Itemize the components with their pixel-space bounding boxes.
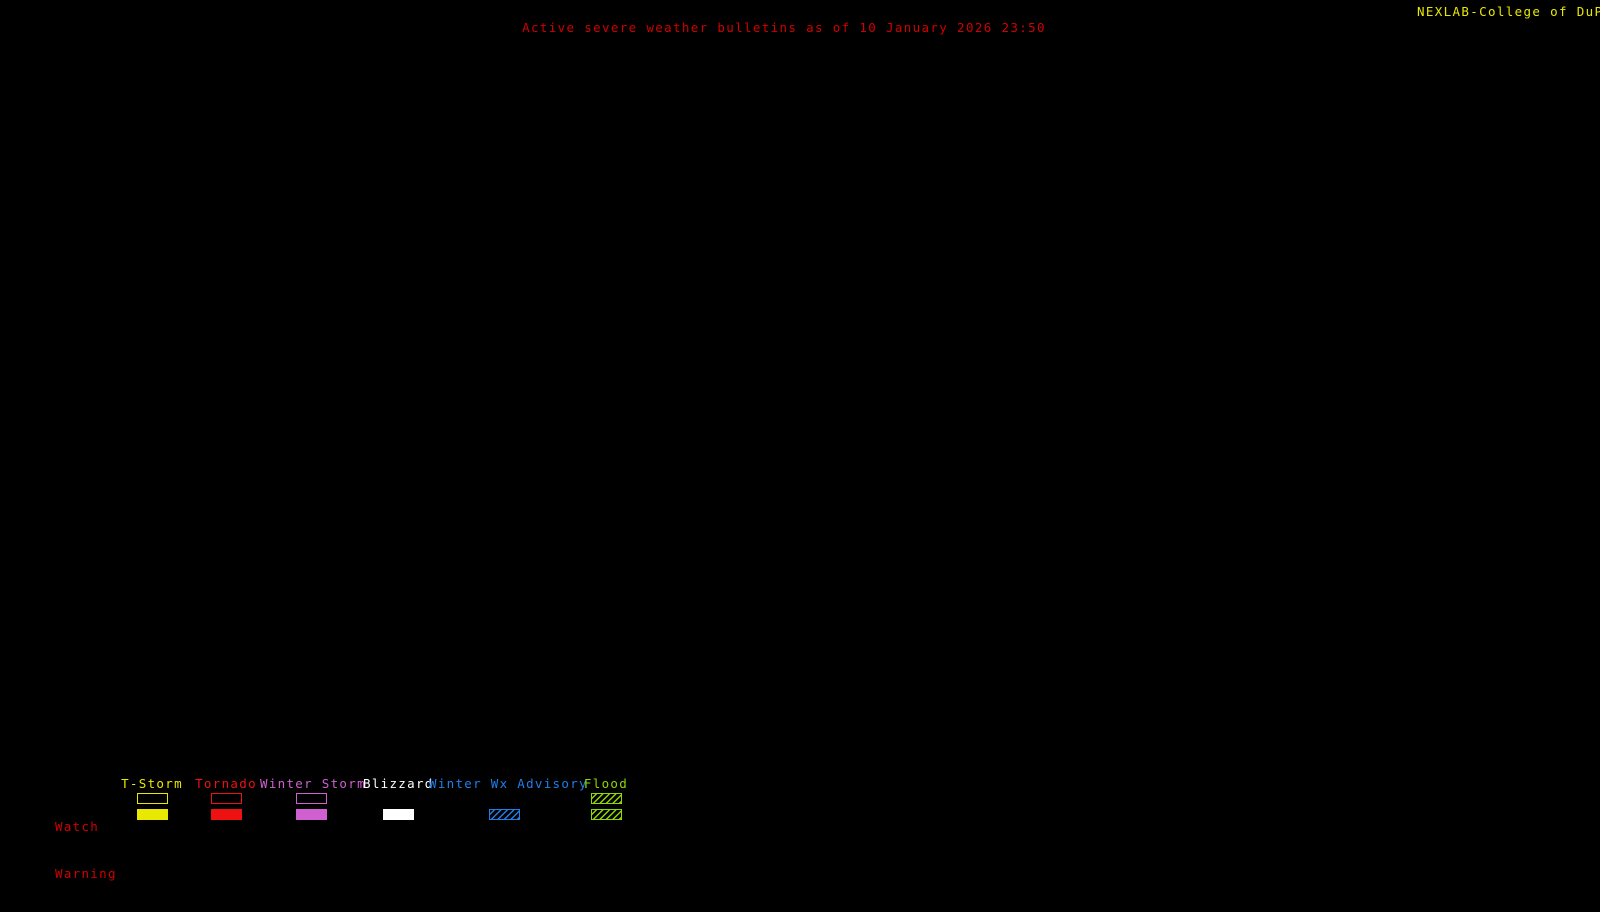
legend-swatch-warning-slot	[363, 807, 433, 823]
legend-swatch-watch	[136, 793, 168, 805]
legend-swatch-watch	[590, 793, 622, 805]
legend-column-label: Winter Wx Advisory	[429, 776, 588, 791]
legend-swatch-watch-slot	[260, 791, 362, 807]
legend-swatch-watch-slot	[363, 791, 433, 807]
legend-column: Tornado	[195, 776, 257, 822]
brand-label-text: NEXLAB-College of DuPage	[1417, 4, 1600, 19]
legend-column-label: Winter Storm	[260, 776, 366, 791]
legend-row-label-watch: Watch	[55, 819, 100, 834]
legend-swatch-warning	[210, 808, 242, 820]
legend: Watch Warning T-Storm Tornado Winter Storm…	[0, 776, 1600, 881]
legend-column: Winter Wx Advisory	[429, 776, 588, 823]
legend-swatch-warning-slot	[195, 807, 257, 823]
legend-swatch-warning	[382, 808, 414, 820]
legend-swatch-watch-slot	[195, 791, 257, 807]
legend-column: Blizzard	[363, 776, 433, 822]
legend-swatch-warning	[590, 808, 622, 820]
legend-swatch-watch	[383, 793, 414, 804]
legend-swatch-watch	[210, 793, 242, 805]
brand-label: NEXLAB-College of DuPage	[1417, 4, 1600, 19]
legend-swatch-warning-slot	[121, 807, 183, 823]
legend-swatch-warning	[488, 808, 520, 820]
legend-swatch-warning-slot	[579, 807, 633, 823]
legend-column-label: Blizzard	[363, 776, 434, 791]
page-title: Active severe weather bulletins as of 10…	[522, 20, 1046, 35]
legend-swatch-watch-slot	[579, 791, 633, 807]
legend-column: Flood	[579, 776, 633, 822]
legend-swatch-watch	[489, 793, 520, 804]
legend-swatch-watch-slot	[429, 791, 579, 807]
legend-row-label-warning: Warning	[55, 865, 117, 881]
legend-column-label: T-Storm	[121, 776, 183, 791]
legend-column: Winter Storm	[260, 776, 366, 823]
legend-swatch-watch-slot	[121, 791, 183, 807]
legend-column-label: Flood	[583, 776, 629, 791]
legend-swatch-watch	[295, 793, 327, 805]
legend-row-labels: Watch Warning	[55, 788, 117, 912]
legend-swatch-warning-slot	[260, 807, 362, 823]
legend-column-label: Tornado	[195, 776, 257, 791]
legend-swatch-warning	[295, 808, 327, 820]
legend-column: T-Storm	[121, 776, 183, 822]
legend-swatch-warning-slot	[429, 807, 579, 823]
map-canvas[interactable]	[0, 44, 1600, 774]
legend-swatch-warning	[136, 808, 168, 820]
